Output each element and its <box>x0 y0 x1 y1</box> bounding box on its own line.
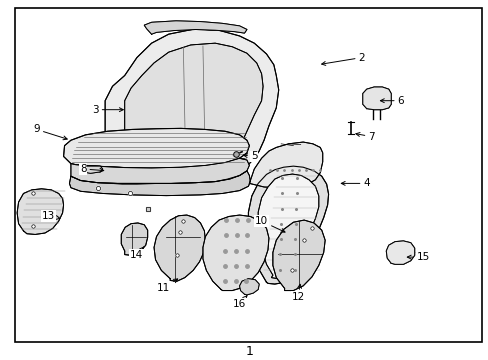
Text: 12: 12 <box>291 284 305 302</box>
Polygon shape <box>17 189 63 234</box>
Text: 6: 6 <box>380 96 404 106</box>
Text: 16: 16 <box>232 296 246 309</box>
Polygon shape <box>71 158 249 183</box>
Text: 4: 4 <box>341 179 369 188</box>
Text: 13: 13 <box>42 211 60 221</box>
Polygon shape <box>203 215 268 291</box>
Polygon shape <box>258 174 318 279</box>
Polygon shape <box>386 241 414 264</box>
Polygon shape <box>272 220 325 291</box>
Polygon shape <box>154 215 205 281</box>
Text: 1: 1 <box>245 345 253 358</box>
Polygon shape <box>121 223 147 255</box>
Polygon shape <box>144 21 246 34</box>
Polygon shape <box>362 87 390 110</box>
Text: 8: 8 <box>80 164 103 174</box>
Text: 2: 2 <box>321 53 365 66</box>
Polygon shape <box>239 279 259 295</box>
Polygon shape <box>105 29 278 184</box>
Polygon shape <box>124 43 263 176</box>
Polygon shape <box>63 129 249 168</box>
Polygon shape <box>248 166 328 284</box>
Text: 11: 11 <box>157 279 177 293</box>
Text: 14: 14 <box>130 247 143 260</box>
Text: 5: 5 <box>243 152 257 161</box>
Polygon shape <box>82 166 102 173</box>
Text: 15: 15 <box>407 252 429 262</box>
Polygon shape <box>69 171 250 195</box>
Text: 10: 10 <box>255 216 285 232</box>
Text: 9: 9 <box>33 125 67 140</box>
Text: 7: 7 <box>355 132 374 141</box>
Polygon shape <box>249 142 322 188</box>
Text: 3: 3 <box>92 105 123 115</box>
